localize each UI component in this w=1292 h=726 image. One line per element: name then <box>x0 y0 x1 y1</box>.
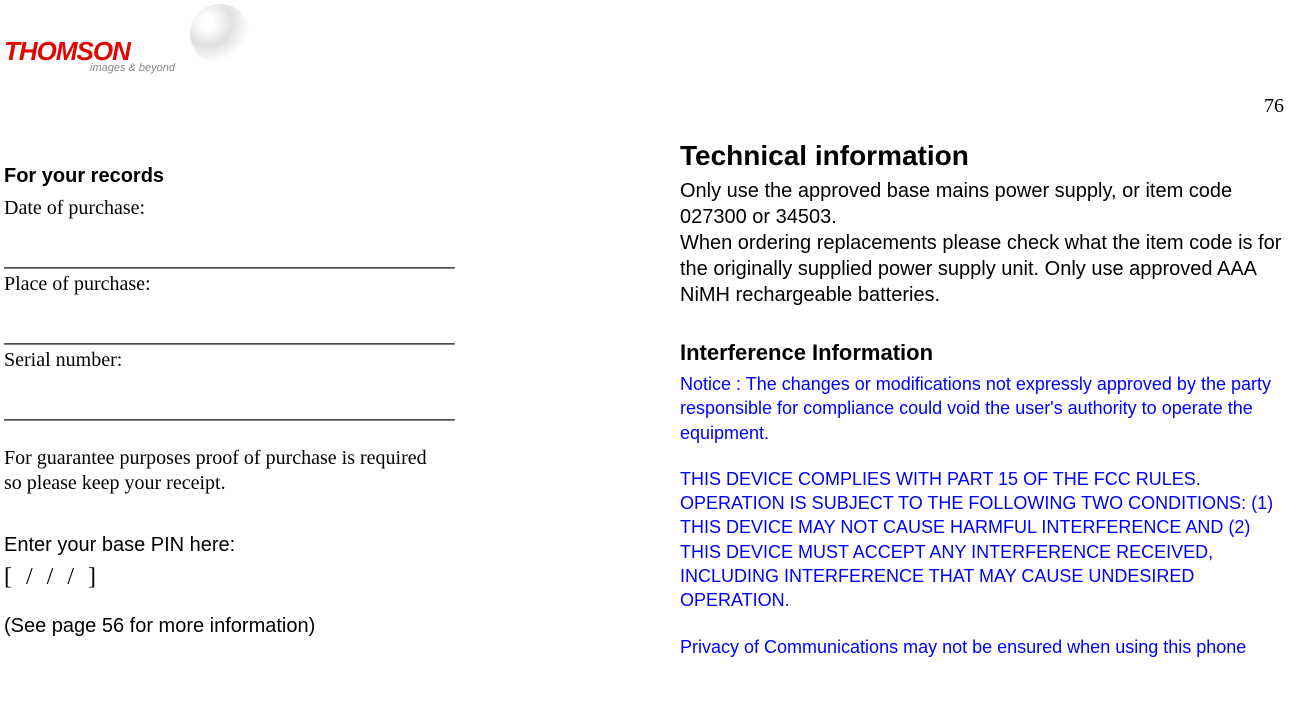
pin-label: Enter your base PIN here: <box>4 532 564 558</box>
guarantee-text-line1: For guarantee purposes proof of purchase… <box>4 446 564 471</box>
logo-swoosh-icon <box>190 4 250 64</box>
date-of-purchase-label: Date of purchase: <box>4 196 564 221</box>
records-heading: For your records <box>4 165 564 188</box>
privacy-note: Privacy of Communications may not be ens… <box>680 635 1285 659</box>
logo: THOMSON images & beyond <box>0 4 260 74</box>
right-column: Technical information Only use the appro… <box>680 140 1285 659</box>
guarantee-text-line2: so please keep your receipt. <box>4 471 564 496</box>
technical-info-body: Only use the approved base mains power s… <box>680 178 1285 308</box>
place-blank-line: ________________________________________… <box>4 325 564 346</box>
serial-blank-line: ________________________________________… <box>4 401 564 422</box>
see-page-note: (See page 56 for more information) <box>4 613 564 639</box>
fcc-compliance-text: THIS DEVICE COMPLIES WITH PART 15 OF THE… <box>680 467 1285 613</box>
interference-heading: Interference Information <box>680 340 1285 366</box>
place-of-purchase-label: Place of purchase: <box>4 272 564 297</box>
technical-info-heading: Technical information <box>680 140 1285 172</box>
logo-tagline: images & beyond <box>90 62 175 74</box>
date-blank-line: ________________________________________… <box>4 249 564 270</box>
left-column: For your records Date of purchase: _____… <box>4 165 564 639</box>
interference-notice: Notice : The changes or modifications no… <box>680 372 1285 445</box>
pin-entry-row: [ / / / ] <box>4 564 564 591</box>
serial-number-label: Serial number: <box>4 348 564 373</box>
page-number: 76 <box>1264 95 1284 118</box>
